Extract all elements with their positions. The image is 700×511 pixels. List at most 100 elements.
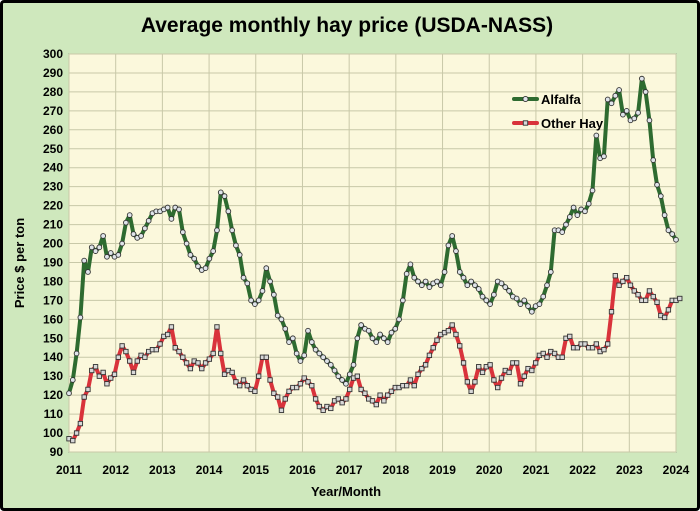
data-point <box>384 339 391 345</box>
data-point <box>104 253 110 260</box>
data-point <box>108 375 114 381</box>
data-point <box>327 361 334 368</box>
data-point <box>301 352 308 359</box>
data-point <box>453 331 459 338</box>
x-tick-label: 2019 <box>429 463 456 477</box>
data-point <box>104 381 110 387</box>
legend-marker <box>522 95 529 103</box>
data-point <box>240 377 247 383</box>
data-point <box>403 383 410 389</box>
data-point <box>517 381 524 387</box>
data-point <box>513 295 520 302</box>
data-point <box>282 325 289 332</box>
data-point <box>441 269 448 275</box>
x-tick-label: 2023 <box>616 463 643 477</box>
data-point <box>195 263 201 270</box>
data-point <box>407 261 414 268</box>
y-tick-label: 220 <box>43 199 63 213</box>
legend-marker <box>522 120 529 126</box>
data-point <box>502 284 509 290</box>
data-point <box>631 115 638 122</box>
data-point <box>612 92 619 99</box>
data-point <box>468 388 474 395</box>
data-point <box>354 335 361 342</box>
data-point <box>677 295 683 302</box>
y-axis-title: Price $ per ton <box>12 218 27 308</box>
x-axis-ticks: 2011 2012 2013 2014 2015 2016 2017 2018 2019 2020… <box>56 463 690 477</box>
data-point <box>142 354 148 360</box>
data-point <box>119 343 125 349</box>
data-point <box>233 379 239 385</box>
data-point <box>574 212 581 218</box>
data-point <box>88 244 95 251</box>
chart-title: Average monthly hay price (USDA-NASS) <box>141 14 553 37</box>
data-point <box>111 371 118 377</box>
data-point <box>483 297 490 304</box>
data-point <box>566 214 573 220</box>
data-point <box>601 153 607 160</box>
data-point <box>646 117 653 124</box>
data-point <box>263 354 269 360</box>
data-point <box>293 350 300 357</box>
data-point <box>164 204 171 211</box>
data-point <box>460 360 467 366</box>
data-point <box>669 231 676 237</box>
data-point <box>176 348 182 355</box>
y-tick-label: 90 <box>50 445 64 459</box>
data-point <box>540 293 547 300</box>
data-point <box>453 248 459 254</box>
data-point <box>92 364 99 370</box>
data-point <box>411 383 417 389</box>
data-point <box>635 109 641 116</box>
data-point <box>229 227 235 234</box>
data-point <box>339 377 346 383</box>
x-tick-label: 2012 <box>102 463 129 477</box>
y-tick-label: 180 <box>43 274 63 288</box>
data-point <box>153 347 159 353</box>
data-point <box>517 301 524 308</box>
data-point <box>521 373 527 379</box>
x-tick-label: 2017 <box>336 463 363 477</box>
data-point <box>255 297 262 304</box>
data-point <box>286 339 292 345</box>
data-point <box>81 257 88 264</box>
data-point <box>437 282 444 289</box>
data-point <box>168 216 175 222</box>
data-point <box>289 335 296 342</box>
data-point <box>130 231 137 237</box>
x-tick-label: 2021 <box>523 463 550 477</box>
data-point <box>293 384 300 391</box>
data-point <box>487 362 493 368</box>
data-point <box>426 352 433 358</box>
data-point <box>551 350 558 357</box>
data-point <box>377 331 383 338</box>
data-point <box>324 358 330 364</box>
data-point <box>206 356 213 362</box>
data-point <box>468 278 474 285</box>
data-point <box>593 341 599 347</box>
data-point <box>525 303 531 309</box>
data-point <box>434 278 440 285</box>
data-point <box>183 360 190 366</box>
data-point <box>275 394 281 400</box>
data-point <box>236 252 243 258</box>
data-point <box>585 200 592 207</box>
data-point <box>328 405 334 412</box>
data-point <box>665 307 672 313</box>
data-point <box>335 373 342 380</box>
data-point <box>312 396 319 402</box>
data-point <box>457 343 463 349</box>
data-point <box>229 369 235 376</box>
data-point <box>210 350 216 357</box>
data-point <box>373 339 380 345</box>
data-point <box>183 240 190 247</box>
data-point <box>430 345 436 351</box>
data-point <box>142 225 148 232</box>
data-point <box>616 282 622 288</box>
data-point <box>403 270 410 277</box>
data-point <box>305 327 311 334</box>
data-point <box>574 345 581 351</box>
data-point <box>472 379 478 385</box>
y-tick-label: 150 <box>43 331 63 345</box>
